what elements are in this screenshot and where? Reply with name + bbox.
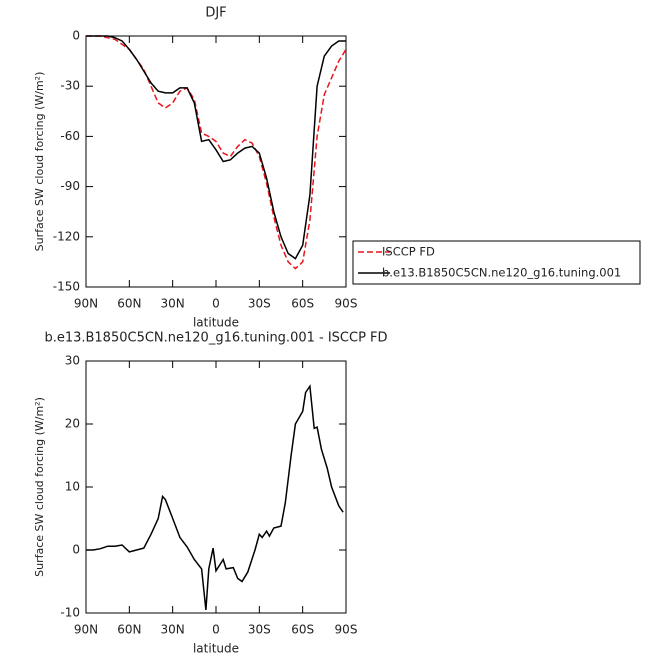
y-tick-label: 20: [65, 417, 80, 431]
x-tick-label: 30S: [248, 623, 271, 637]
x-tick-label: 60N: [117, 297, 141, 311]
y-tick-label: -150: [53, 280, 80, 294]
y-tick-label: 30: [65, 354, 80, 368]
x-tick-label: 90S: [335, 623, 358, 637]
x-tick-label: 0: [212, 297, 220, 311]
y-axis-label: Surface SW cloud forcing (W/m²): [33, 72, 46, 252]
x-tick-label: 30N: [161, 297, 185, 311]
x-tick-label: 60N: [117, 623, 141, 637]
legend-label: b.e13.B1850C5CN.ne120_g16.tuning.001: [382, 266, 621, 280]
y-tick-label: 0: [72, 29, 80, 43]
y-tick-label: -10: [60, 606, 80, 620]
y-tick-label: -60: [60, 129, 80, 143]
x-tick-label: 90N: [74, 297, 98, 311]
chart-title: b.e13.B1850C5CN.ne120_g16.tuning.001 - I…: [44, 331, 387, 346]
data-line: [86, 35, 346, 260]
y-tick-label: 10: [65, 480, 80, 494]
legend-box: [352, 240, 641, 285]
x-tick-label: 30S: [248, 297, 271, 311]
x-axis-label: latitude: [193, 316, 239, 330]
y-tick-label: 0: [72, 543, 80, 557]
x-tick-label: 30N: [161, 623, 185, 637]
x-axis-label: latitude: [193, 642, 239, 656]
x-tick-label: 0: [212, 623, 220, 637]
data-line: [86, 384, 344, 610]
y-tick-label: -120: [53, 229, 80, 243]
y-axis-label: Surface SW cloud forcing (W/m²): [33, 397, 46, 577]
x-tick-label: 60S: [291, 623, 314, 637]
x-tick-label: 90N: [74, 623, 98, 637]
x-tick-label: 60S: [291, 297, 314, 311]
legend-label: ISCCP FD: [382, 245, 435, 259]
y-tick-label: -90: [60, 179, 80, 193]
chart-title: DJF: [205, 6, 226, 21]
y-tick-label: -30: [60, 79, 80, 93]
x-tick-label: 90S: [335, 297, 358, 311]
